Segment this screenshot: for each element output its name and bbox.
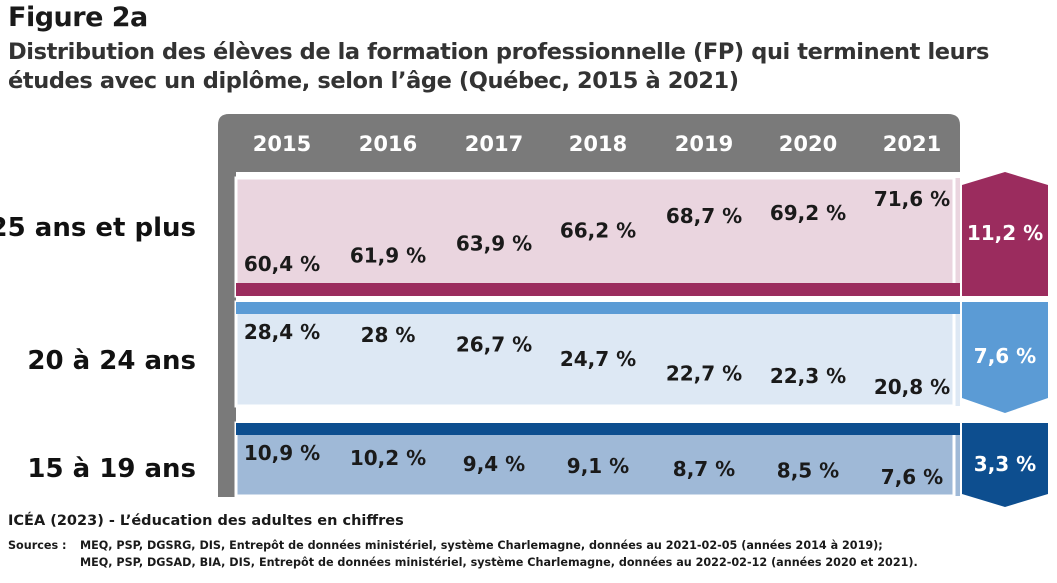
accent-stripe-25-plus <box>236 283 960 296</box>
year-header-2021: 2021 <box>883 132 941 156</box>
value-label-20-24-2018: 24,7 % <box>560 347 636 371</box>
credit-line: ICÉA (2023) - L’éducation des adultes en… <box>8 513 404 529</box>
value-label-20-24-2015: 28,4 % <box>244 320 320 344</box>
value-label-20-24-2020: 22,3 % <box>770 364 846 388</box>
year-header-2017: 2017 <box>465 132 523 156</box>
value-label-20-24-2021: 20,8 % <box>874 375 950 399</box>
figure-label: Figure 2a <box>8 2 148 33</box>
sources-line-1: MEQ, PSP, DGSRG, DIS, Entrepôt de donnée… <box>80 539 883 552</box>
value-label-15-19-2017: 9,4 % <box>463 452 525 476</box>
value-label-25-plus-2015: 60,4 % <box>244 252 320 276</box>
row-label-25-plus: 25 ans et plus <box>0 213 196 243</box>
value-label-25-plus-2019: 68,7 % <box>666 204 742 228</box>
accent-stripe-15-19 <box>236 423 960 435</box>
value-label-20-24-2019: 22,7 % <box>666 361 742 385</box>
band-15-19 <box>236 423 960 496</box>
sources-line-2: MEQ, PSP, DGSAD, BIA, DIS, Entrepôt de d… <box>80 556 918 569</box>
value-label-15-19-2016: 10,2 % <box>350 446 426 470</box>
change-arrow-20-24 <box>962 302 1048 413</box>
sources-note: Sources : MEQ, PSP, DGSRG, DIS, Entrepôt … <box>8 537 918 571</box>
value-label-25-plus-2018: 66,2 % <box>560 218 636 242</box>
year-header-2015: 2015 <box>253 132 311 156</box>
change-label-15-19: 3,3 % <box>974 452 1036 476</box>
row-label-15-19: 15 à 19 ans <box>27 454 196 484</box>
value-label-15-19-2015: 10,9 % <box>244 441 320 465</box>
change-label-20-24: 7,6 % <box>974 344 1036 368</box>
chart-title: Distribution des élèves de la formation … <box>8 39 989 94</box>
change-label-25-plus: 11,2 % <box>967 221 1043 245</box>
value-label-25-plus-2016: 61,9 % <box>350 243 426 267</box>
sources-label: Sources : <box>8 539 67 552</box>
value-label-20-24-2017: 26,7 % <box>456 332 532 356</box>
value-label-25-plus-2020: 69,2 % <box>770 201 846 225</box>
value-label-15-19-2020: 8,5 % <box>777 458 839 482</box>
year-header-2020: 2020 <box>779 132 837 156</box>
value-label-15-19-2021: 7,6 % <box>881 465 943 489</box>
value-label-20-24-2016: 28 % <box>361 323 416 347</box>
year-header-2019: 2019 <box>675 132 733 156</box>
change-arrow-15-19 <box>962 423 1048 507</box>
year-header-2016: 2016 <box>359 132 417 156</box>
year-header-2018: 2018 <box>569 132 627 156</box>
band-25-plus <box>236 178 960 296</box>
value-label-15-19-2018: 9,1 % <box>567 454 629 478</box>
accent-stripe-20-24 <box>236 302 960 314</box>
value-label-25-plus-2017: 63,9 % <box>456 232 532 256</box>
band-20-24 <box>236 302 960 406</box>
table-header-frame <box>218 114 960 497</box>
value-label-15-19-2019: 8,7 % <box>673 457 735 481</box>
change-arrow-25-plus <box>962 172 1048 296</box>
row-label-20-24: 20 à 24 ans <box>27 346 196 376</box>
value-label-25-plus-2021: 71,6 % <box>874 187 950 211</box>
